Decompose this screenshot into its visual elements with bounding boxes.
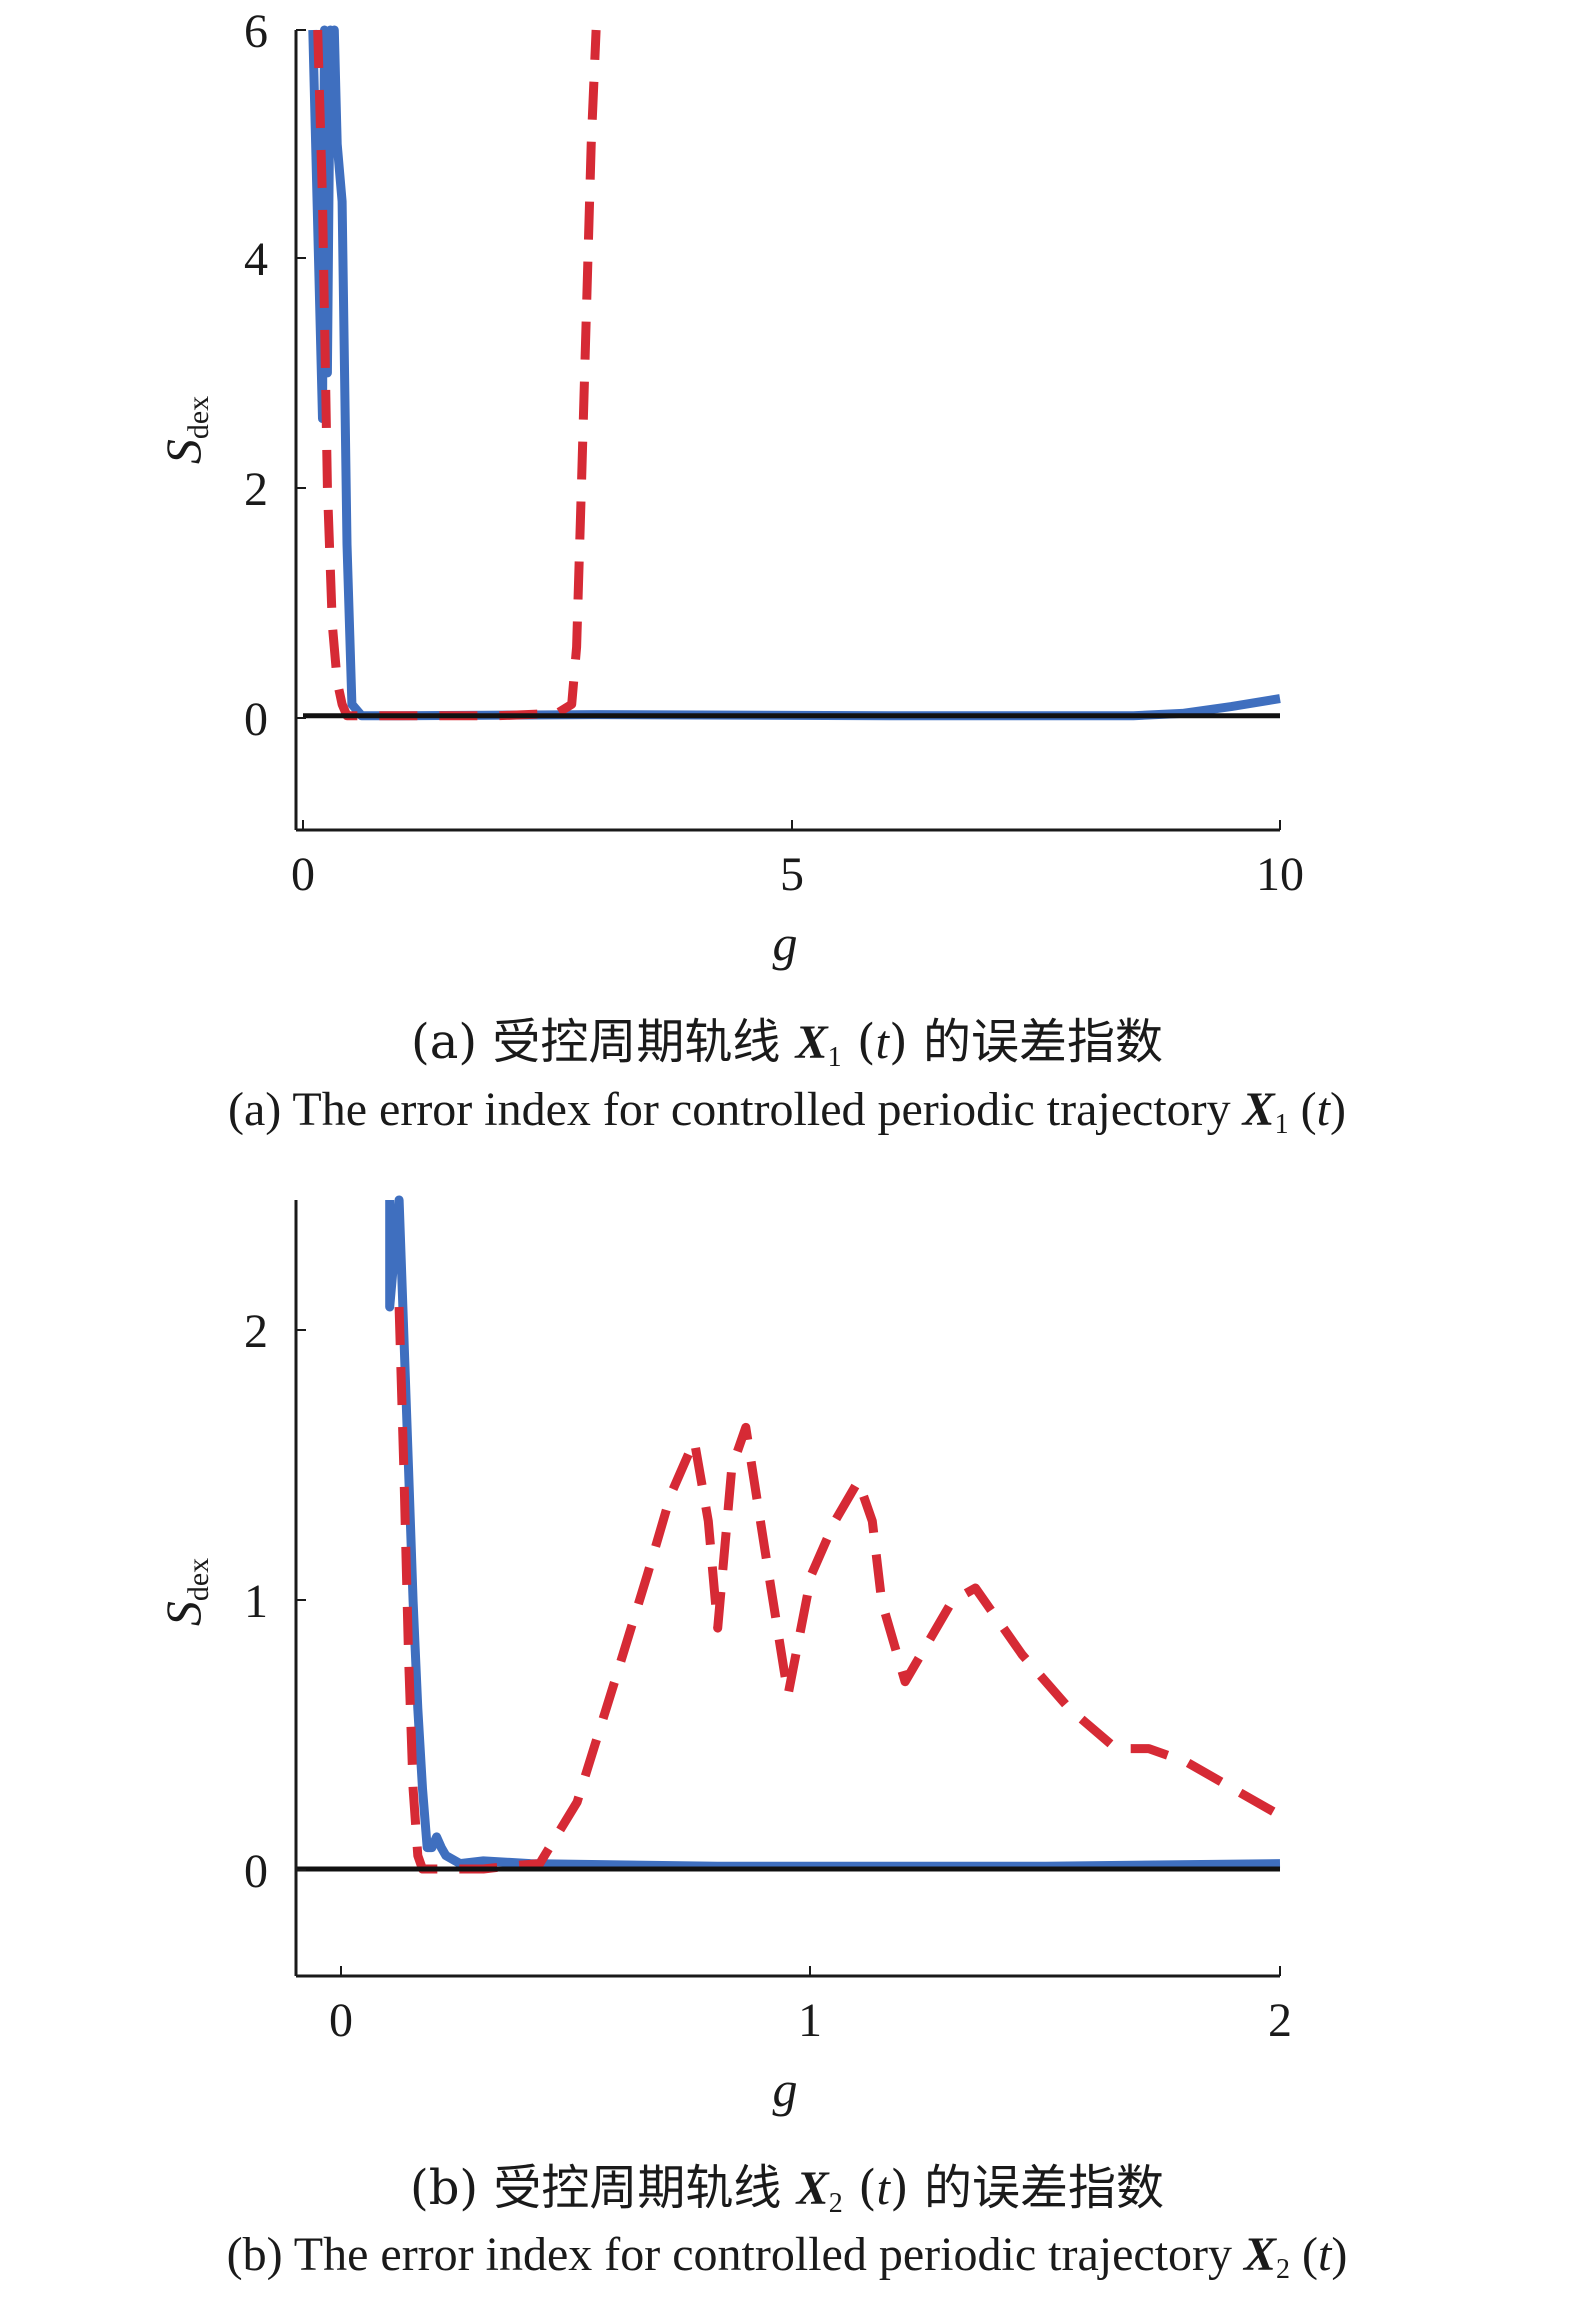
panel-a-ytick-label-6: 6: [244, 5, 268, 58]
panel-a-series-dashed-line: [313, 29, 601, 721]
panel-b-caption-en: (b) The error index for controlled perio…: [227, 2228, 1348, 2285]
panel-b-series-solid-line: [385, 1195, 1281, 1871]
panel-b-ytick-label-1: 1: [244, 1575, 268, 1628]
panel-a-ytick-label-0: 0: [244, 693, 268, 746]
panel-a-caption-cn-suffix: ) 的误差指数: [889, 1014, 1163, 1070]
panel-a-y-axis-label: Sdex: [155, 396, 215, 464]
panel-b-caption-cn-prefix: (b) 受控周期轨线: [410, 2160, 797, 2216]
panel-a-ytick-label-2: 2: [244, 463, 268, 516]
panel-b-caption-en-arg: (: [1290, 2228, 1318, 2281]
panel-a-caption-en-prefix: (a) The error index for controlled perio…: [228, 1083, 1243, 1136]
panel-b-xtick-label-0: 0: [329, 1994, 353, 2047]
panel-a-xtick-label-0: 0: [291, 848, 315, 901]
panel-b-ytick-label-2: 2: [244, 1305, 268, 1358]
panel-b-caption-en-var: X: [1242, 2228, 1277, 2281]
panel-b-caption-en-prefix: (b) The error index for controlled perio…: [227, 2228, 1244, 2281]
panel-b-y-axis-label-sub: dex: [182, 1558, 215, 1601]
panel-a-plot-series: [303, 25, 1281, 721]
panel-b-caption-cn: (b) 受控周期轨线 X2 (t) 的误差指数: [410, 2160, 1164, 2219]
panel-a-caption-cn-t: t: [876, 1016, 891, 1069]
panel-a-caption-cn-prefix: (a) 受控周期轨线: [411, 1014, 796, 1070]
panel-a-caption-en-close: ): [1330, 1083, 1346, 1136]
panel-a-series-solid-line: [308, 25, 1281, 721]
panel-b-y-axis-label: Sdex: [155, 1558, 215, 1626]
panel-b-caption-en-t: t: [1318, 2228, 1333, 2281]
panel-a-xtick-label-5: 5: [780, 848, 804, 901]
panel-b-caption-en-sub: 2: [1276, 2254, 1290, 2285]
panel-a-caption-cn-sub: 1: [828, 1042, 842, 1073]
panel-a-caption-en-sub: 1: [1275, 1109, 1289, 1140]
panel-b-caption-cn-sub: 2: [829, 2188, 843, 2219]
panel-a-y-axis-label-main: S: [155, 439, 211, 464]
panel-a-ytick-label-4: 4: [244, 233, 268, 286]
panel-a-xtick-label-10: 10: [1256, 848, 1304, 901]
panel-b-series-dashed-line: [394, 1306, 1283, 1874]
panel-a-caption-cn-arg: (: [842, 1014, 876, 1070]
panel-b-xtick-label-2: 2: [1268, 1994, 1292, 2047]
panel-b-caption-cn-arg: (: [843, 2160, 877, 2216]
panel-a-caption-en-var: X: [1241, 1083, 1276, 1136]
panel-a-caption-en: (a) The error index for controlled perio…: [228, 1083, 1346, 1140]
panel-a-caption-en-t: t: [1317, 1083, 1332, 1136]
panel-a-caption-en-arg: (: [1289, 1083, 1317, 1136]
panel-b-x-axis-label: g: [773, 2061, 798, 2117]
panel-a-x-axis-label: g: [773, 915, 798, 971]
panel-a-caption-cn: (a) 受控周期轨线 X1 (t) 的误差指数: [411, 1014, 1163, 1073]
panel-b-caption-en-close: ): [1331, 2228, 1347, 2281]
panel-a-caption-cn-var: X: [794, 1016, 829, 1069]
panel-b: 2 1 0 0 1 2 g Sdex (b) 受控周期轨线 X2 (t) 的误差…: [155, 1195, 1348, 2285]
panel-b-caption-cn-var: X: [795, 2162, 830, 2215]
panel-b-caption-cn-suffix: ) 的误差指数: [890, 2160, 1164, 2216]
panel-a-y-axis-label-sub: dex: [182, 396, 215, 439]
panel-b-plot-series: [296, 1195, 1283, 1874]
panel-b-y-axis-label-main: S: [155, 1601, 211, 1626]
panel-b-ytick-label-0: 0: [244, 1845, 268, 1898]
panel-a: 6 4 2 0 0 5 10 g Sdex (a) 受控周期轨线 X1 (t) …: [155, 5, 1346, 1140]
panel-b-caption-cn-t: t: [877, 2162, 892, 2215]
panel-b-xtick-label-1: 1: [798, 1994, 822, 2047]
